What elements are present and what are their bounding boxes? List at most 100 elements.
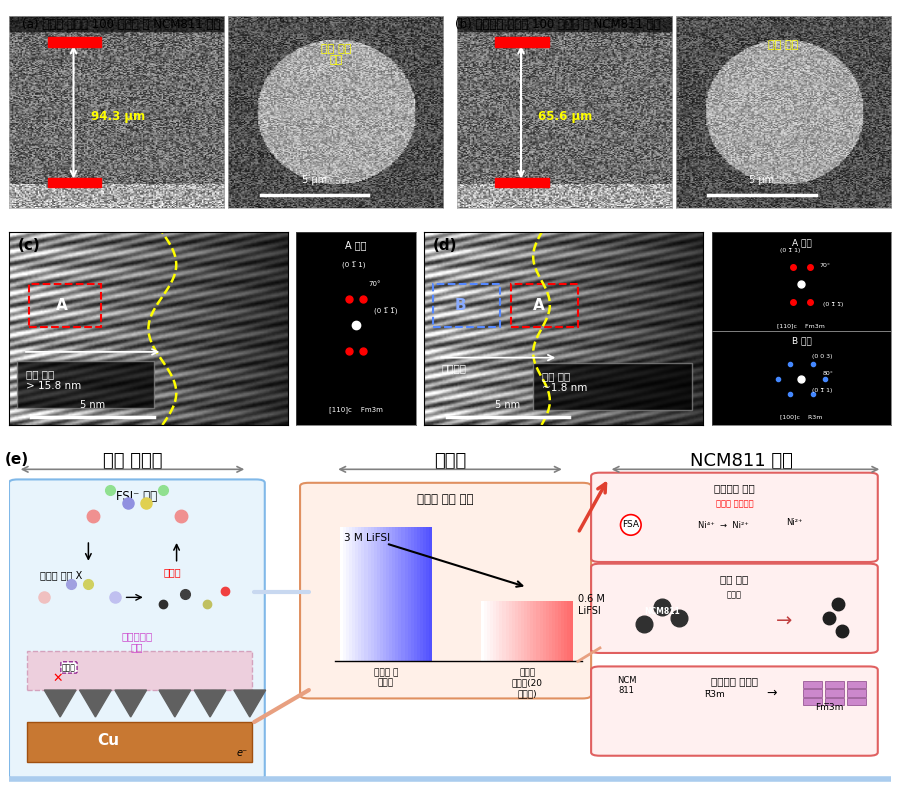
Text: B: B (455, 298, 467, 313)
Bar (847, 681, 867, 688)
Text: 보호층: 보호층 (62, 663, 76, 672)
Text: NCM811: NCM811 (644, 607, 680, 616)
Bar (371, 526, 373, 661)
Bar (803, 681, 823, 688)
Bar (543, 601, 545, 661)
Bar (508, 601, 512, 661)
Bar (493, 601, 496, 661)
Bar (356, 526, 358, 661)
FancyBboxPatch shape (591, 666, 878, 756)
Text: [100]c    R3m: [100]c R3m (780, 414, 823, 419)
Text: A: A (533, 298, 544, 313)
Bar (405, 526, 408, 661)
Text: 사이클: 사이클 (727, 591, 742, 599)
Bar (512, 601, 515, 661)
Text: 덴드라이트
성장: 덴드라이트 성장 (122, 631, 152, 653)
Bar (549, 601, 552, 661)
Bar (491, 601, 493, 661)
Bar (401, 526, 405, 661)
Bar (349, 526, 352, 661)
Bar (536, 601, 539, 661)
Bar (534, 601, 536, 661)
Bar (429, 526, 432, 661)
Bar (518, 601, 521, 661)
Bar (495, 37, 549, 47)
Text: 보호층 수선 X: 보호층 수선 X (40, 570, 82, 580)
Bar (352, 526, 356, 661)
FancyBboxPatch shape (591, 564, 878, 653)
Bar (495, 178, 549, 187)
Text: NCM
811: NCM 811 (616, 676, 636, 696)
Text: (0 1̅ 1̅): (0 1̅ 1̅) (374, 307, 398, 315)
Text: Fm̅3m: Fm̅3m (815, 703, 843, 712)
FancyBboxPatch shape (591, 472, 878, 562)
Text: A: A (57, 298, 68, 313)
Text: 5 μm: 5 μm (302, 175, 327, 185)
Text: (e): (e) (4, 453, 29, 468)
FancyBboxPatch shape (9, 480, 265, 780)
Bar (824, 698, 844, 705)
Bar (399, 526, 401, 661)
Text: B 구역: B 구역 (791, 337, 811, 345)
Bar (530, 601, 534, 661)
Bar (362, 526, 364, 661)
Bar (847, 689, 867, 697)
Text: (0 1̅ 1̅): (0 1̅ 1̅) (823, 302, 843, 306)
Text: 용매의 산화분해: 용매의 산화분해 (716, 499, 753, 509)
Bar (555, 601, 558, 661)
Text: e⁻: e⁻ (237, 749, 248, 758)
Bar (552, 601, 555, 661)
Bar (383, 526, 386, 661)
Polygon shape (44, 690, 76, 717)
Bar (502, 601, 506, 661)
Bar (377, 526, 380, 661)
Bar (410, 526, 414, 661)
Text: Ni²⁺: Ni²⁺ (786, 518, 802, 527)
Text: 비가역적 상전이: 비가역적 상전이 (711, 676, 758, 687)
Bar (346, 526, 349, 661)
Bar (561, 601, 564, 661)
Text: 부반응: 부반응 (164, 567, 181, 577)
Text: 80°: 80° (823, 371, 833, 376)
Bar (392, 526, 395, 661)
Bar (395, 526, 399, 661)
Text: 전해질: 전해질 (434, 453, 466, 471)
Polygon shape (115, 690, 147, 717)
Text: 94.3 μm: 94.3 μm (91, 110, 145, 122)
Text: (0 1̅ 1): (0 1̅ 1) (342, 261, 365, 268)
Bar (48, 37, 102, 47)
Text: (0 1̅ 1): (0 1̅ 1) (812, 388, 833, 393)
Polygon shape (79, 690, 112, 717)
Bar (343, 526, 346, 661)
Bar (803, 698, 823, 705)
Text: Ni⁴⁺  →  Ni²⁺: Ni⁴⁺ → Ni²⁺ (698, 522, 749, 530)
Bar (364, 526, 367, 661)
Text: ✕: ✕ (52, 672, 63, 685)
FancyBboxPatch shape (17, 361, 154, 407)
Text: 미세 균열: 미세 균열 (720, 574, 749, 584)
Bar (386, 526, 389, 661)
Bar (427, 526, 429, 661)
Bar (358, 526, 362, 661)
Text: FSI⁻ 고갈: FSI⁻ 고갈 (116, 490, 158, 503)
Text: Cu: Cu (97, 733, 119, 748)
FancyBboxPatch shape (300, 483, 591, 699)
Bar (487, 601, 491, 661)
Text: 70°: 70° (368, 281, 381, 287)
Bar (545, 601, 549, 661)
FancyBboxPatch shape (27, 722, 252, 762)
Text: NCM811 양극: NCM811 양극 (689, 453, 793, 471)
Text: 70°: 70° (819, 263, 831, 268)
Text: 균열 제어: 균열 제어 (769, 40, 798, 50)
Text: (a) 무음극 배터리 100 사이클 후 NCM811 양극: (a) 무음극 배터리 100 사이클 후 NCM811 양극 (22, 18, 220, 31)
Bar (527, 601, 530, 661)
Text: 5 nm: 5 nm (496, 399, 520, 410)
Bar (423, 526, 427, 661)
Bar (414, 526, 417, 661)
Bar (515, 601, 518, 661)
Bar (558, 601, 561, 661)
Bar (417, 526, 420, 661)
Bar (374, 526, 377, 661)
Text: 3 M LiFSI: 3 M LiFSI (344, 534, 391, 543)
Text: R̅3m: R̅3m (704, 690, 725, 699)
